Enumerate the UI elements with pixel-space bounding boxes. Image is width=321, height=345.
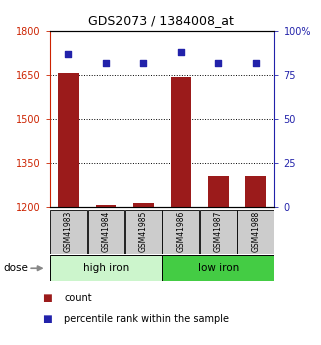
Text: GDS2073 / 1384008_at: GDS2073 / 1384008_at: [88, 14, 233, 27]
Bar: [200, 210, 237, 254]
Bar: [58, 73, 79, 207]
Bar: [50, 255, 162, 281]
Point: [141, 60, 146, 66]
Text: GSM41983: GSM41983: [64, 210, 73, 252]
Bar: [96, 205, 116, 207]
Text: low iron: low iron: [198, 263, 239, 273]
Text: ■: ■: [42, 294, 51, 303]
Text: GSM41986: GSM41986: [176, 210, 185, 252]
Bar: [162, 210, 199, 254]
Text: GSM41984: GSM41984: [101, 210, 110, 252]
Bar: [88, 210, 124, 254]
Text: percentile rank within the sample: percentile rank within the sample: [64, 314, 229, 324]
Text: high iron: high iron: [83, 263, 129, 273]
Bar: [237, 210, 274, 254]
Bar: [208, 176, 229, 207]
Bar: [133, 203, 154, 207]
Text: GSM41988: GSM41988: [251, 210, 260, 252]
Point: [103, 60, 108, 66]
Bar: [162, 255, 274, 281]
Point: [66, 51, 71, 57]
Text: dose: dose: [3, 263, 28, 273]
Text: GSM41987: GSM41987: [214, 210, 223, 252]
Bar: [125, 210, 162, 254]
Text: ■: ■: [42, 314, 51, 324]
Bar: [246, 176, 266, 207]
Point: [216, 60, 221, 66]
Point: [178, 49, 183, 55]
Text: GSM41985: GSM41985: [139, 210, 148, 252]
Point: [253, 60, 258, 66]
Text: count: count: [64, 294, 92, 303]
Bar: [170, 77, 191, 207]
Bar: [50, 210, 87, 254]
